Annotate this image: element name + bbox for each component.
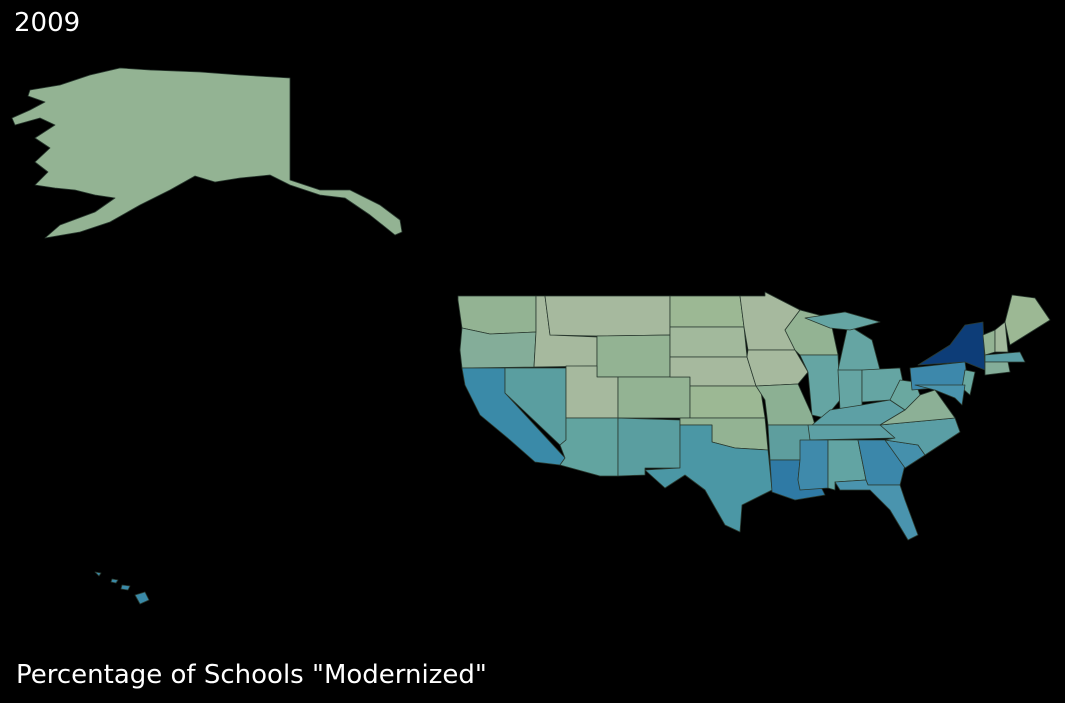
state-shape (1004, 294, 1051, 346)
state-shape (746, 349, 809, 387)
state-nc (879, 417, 961, 456)
state-shape (459, 327, 537, 369)
state-nj (961, 369, 976, 396)
state-shape (644, 424, 773, 533)
state-mt (544, 295, 671, 337)
state-shape (134, 591, 150, 605)
state-az (559, 417, 619, 477)
state-shape (617, 417, 681, 477)
state-shape (797, 439, 829, 491)
state-shape (914, 384, 966, 406)
state-shape (834, 479, 919, 541)
state-ny (917, 321, 986, 371)
state-co (617, 376, 691, 419)
state-shape (879, 417, 961, 456)
state-ia (746, 349, 809, 387)
state-shape (669, 326, 748, 358)
state-sd (669, 326, 748, 358)
state-ms (797, 439, 829, 491)
state-mi (804, 311, 881, 373)
state-hi (94, 571, 150, 605)
state-va (879, 389, 956, 426)
state-shape (984, 361, 1011, 376)
year-label: 2009 (14, 8, 81, 38)
state-md (914, 384, 966, 406)
state-shape (804, 311, 881, 331)
state-ak (11, 67, 403, 239)
state-shape (94, 571, 102, 577)
state-nh (994, 321, 1009, 353)
state-shape (544, 295, 671, 337)
state-shape (11, 67, 403, 239)
state-shape (984, 351, 1026, 363)
state-shape (559, 417, 619, 477)
state-shape (879, 389, 956, 426)
state-nm (617, 417, 681, 477)
state-tx (644, 424, 773, 533)
state-shape (961, 369, 976, 396)
state-shape (457, 295, 537, 335)
state-nd (669, 295, 745, 328)
state-shape (120, 584, 131, 591)
state-or (459, 327, 537, 369)
state-ma (984, 351, 1026, 363)
state-shape (596, 334, 671, 378)
state-wa (457, 295, 537, 335)
map-title: Percentage of Schools "Modernized" (16, 660, 487, 690)
state-ct (984, 361, 1011, 376)
state-wy (596, 334, 671, 378)
state-shape (617, 376, 691, 419)
state-fl (834, 479, 919, 541)
state-shape (982, 329, 996, 356)
state-shape (669, 295, 745, 328)
state-shape (994, 321, 1009, 353)
state-me (1004, 294, 1051, 346)
state-vt (982, 329, 996, 356)
state-shape (689, 385, 766, 419)
state-shape (837, 324, 881, 373)
state-shape (110, 578, 119, 584)
state-shape (837, 369, 863, 411)
state-in (837, 369, 863, 411)
state-shape (917, 321, 986, 371)
state-ks (689, 385, 766, 419)
